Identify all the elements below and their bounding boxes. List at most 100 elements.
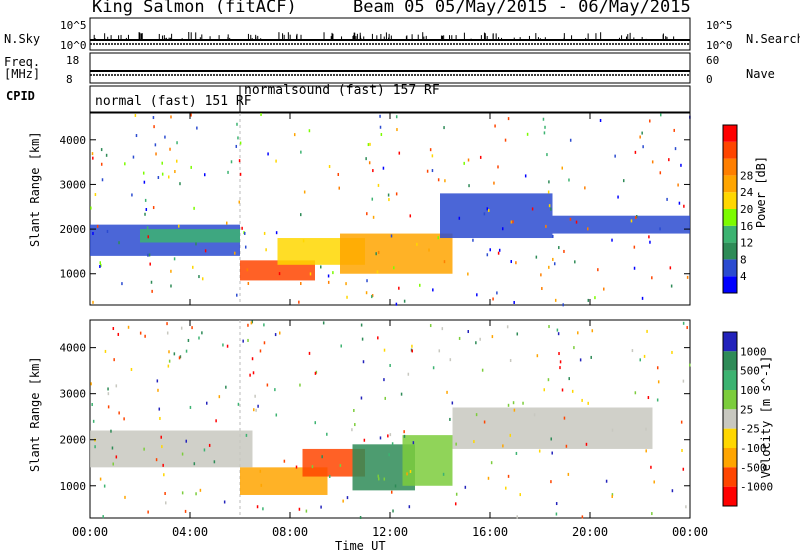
velocity-colorbar-cell xyxy=(723,428,737,448)
power-scatter-cell xyxy=(677,183,679,187)
power-scatter-cell xyxy=(178,224,180,228)
velocity-scatter-cell xyxy=(568,377,570,381)
power-scatter-cell xyxy=(611,238,613,242)
velocity-scatter-cell xyxy=(515,451,518,455)
power-scatter-cell xyxy=(494,124,496,128)
power-scatter-cell xyxy=(230,160,233,164)
velocity-scatter-cell xyxy=(185,349,188,353)
velocity-scatter-cell xyxy=(442,472,445,476)
power-scatter-cell xyxy=(426,169,429,173)
power-scatter-cell xyxy=(387,193,390,197)
velocity-scatter-cell xyxy=(611,495,613,499)
power-scatter-cell xyxy=(603,287,605,291)
power-scatter-cell xyxy=(409,214,412,218)
velocity-scatter-cell xyxy=(555,502,558,506)
velocity-scatter-cell xyxy=(166,322,168,326)
velocity-scatter-cell xyxy=(157,388,159,392)
velocity-scatter-cell xyxy=(308,351,311,355)
power-scatter-cell xyxy=(118,241,120,245)
nave-tick-bottom: 0 xyxy=(706,73,713,86)
power-ytick-label: 3000 xyxy=(60,178,87,191)
velocity-scatter-cell xyxy=(225,385,227,389)
velocity-scatter-cell xyxy=(360,323,363,327)
power-scatter-cell xyxy=(507,117,510,121)
time-tick-label: 20:00 xyxy=(572,525,608,539)
velocity-scatter-cell xyxy=(168,359,171,363)
velocity-scatter-cell xyxy=(502,444,504,448)
power-scatter-cell xyxy=(443,126,445,130)
power-scatter-cell xyxy=(367,143,370,147)
velocity-scatter-cell xyxy=(90,382,92,386)
power-scatter-cell xyxy=(546,153,548,157)
velocity-scatter-cell xyxy=(130,367,133,371)
velocity-colorbar-cell xyxy=(723,486,737,506)
power-scatter-cell xyxy=(152,116,155,120)
velocity-scatter-cell xyxy=(203,448,206,452)
velocity-scatter-cell xyxy=(429,324,432,328)
power-scatter-cell xyxy=(148,253,151,257)
velocity-scatter-cell xyxy=(479,337,481,341)
power-scatter-cell xyxy=(545,224,547,228)
velocity-scatter-cell xyxy=(538,449,541,453)
velocity-scatter-cell xyxy=(299,383,301,387)
power-scatter-cell xyxy=(175,159,178,163)
power-scatter-cell xyxy=(278,272,281,276)
power-scatter-cell xyxy=(239,172,242,176)
velocity-scatter-cell xyxy=(254,394,256,398)
power-scatter-cell xyxy=(239,141,242,145)
power-ylabel: Slant Range [km] xyxy=(28,131,42,247)
power-scatter-cell xyxy=(135,134,138,138)
velocity-scatter-cell xyxy=(162,463,164,467)
velocity-scatter-cell xyxy=(555,512,558,516)
velocity-scatter-cell xyxy=(251,320,254,324)
velocity-scatter-cell xyxy=(222,343,224,347)
power-scatter-cell xyxy=(150,280,153,284)
velocity-scatter-cell xyxy=(509,358,512,362)
power-scatter-cell xyxy=(496,291,498,295)
velocity-scatter-cell xyxy=(516,332,519,336)
power-scatter-cell xyxy=(153,125,155,129)
power-scatter-cell xyxy=(633,245,636,249)
power-scatter-cell xyxy=(338,186,341,190)
velocity-scatter-cell xyxy=(112,327,115,331)
power-scatter-cell xyxy=(531,207,534,211)
power-colorbar-cell xyxy=(723,158,737,176)
power-colorbar-cell xyxy=(723,225,737,243)
velocity-scatter-cell xyxy=(359,516,362,520)
velocity-scatter-cell xyxy=(198,336,200,340)
power-scatter-cell xyxy=(641,131,643,135)
power-scatter-cell xyxy=(260,113,262,117)
power-scatter-cell xyxy=(167,175,170,179)
power-scatter-cell xyxy=(170,269,172,273)
velocity-scatter-cell xyxy=(573,346,575,350)
station-title: King Salmon (fitACF) xyxy=(92,0,297,17)
nsky-strip-frame xyxy=(89,17,691,51)
power-scatter-cell xyxy=(568,178,570,182)
velocity-scatter-cell xyxy=(536,354,539,358)
velocity-scatter-cell xyxy=(107,392,110,396)
velocity-scatter-cell xyxy=(274,388,276,392)
velocity-scatter-cell xyxy=(565,444,568,448)
velocity-scatter-cell xyxy=(311,465,314,469)
velocity-scatter-cell xyxy=(103,484,106,488)
velocity-scatter-cell xyxy=(189,405,192,409)
power-scatter-cell xyxy=(226,221,228,225)
power-scatter-cell xyxy=(132,155,135,159)
power-scatter-cell xyxy=(597,268,599,272)
velocity-scatter-cell xyxy=(686,326,688,330)
velocity-scatter-cell xyxy=(446,390,448,394)
power-scatter-cell xyxy=(92,231,94,235)
velocity-scatter-cell xyxy=(340,344,342,348)
power-colorbar-tick: 4 xyxy=(740,270,747,283)
power-scatter-cell xyxy=(204,249,207,253)
velocity-scatter-cell xyxy=(201,331,203,335)
power-scatter-cell xyxy=(584,186,586,190)
velocity-colorbar-cell xyxy=(723,467,737,487)
velocity-scatter-cell xyxy=(163,473,165,477)
power-scatter-cell xyxy=(151,289,153,293)
velocity-scatter-cell xyxy=(256,505,259,509)
velocity-scatter-cell xyxy=(252,371,255,375)
velocity-scatter-cell xyxy=(181,452,184,456)
velocity-scatter-cell xyxy=(113,358,115,362)
